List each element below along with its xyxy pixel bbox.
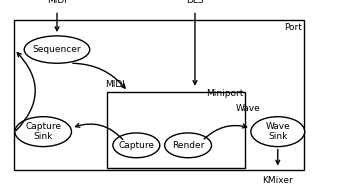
Text: Sequencer: Sequencer (33, 45, 81, 54)
Text: MIDI: MIDI (47, 0, 67, 5)
Text: KMixer: KMixer (262, 176, 293, 185)
Text: MIDI: MIDI (105, 80, 125, 89)
Text: Render: Render (172, 141, 204, 150)
Text: Wave: Wave (236, 104, 261, 113)
Text: DLS: DLS (186, 0, 204, 5)
Bar (14, 20, 304, 170)
Ellipse shape (165, 133, 212, 158)
Text: Wave
Sink: Wave Sink (265, 122, 290, 141)
Bar (107, 92, 245, 168)
Text: Port: Port (284, 23, 302, 32)
Ellipse shape (15, 117, 71, 147)
Text: Capture
Sink: Capture Sink (25, 122, 61, 141)
Ellipse shape (251, 117, 305, 147)
Text: Miniport: Miniport (206, 89, 243, 98)
Ellipse shape (113, 133, 160, 158)
Text: Capture: Capture (118, 141, 154, 150)
Ellipse shape (24, 36, 90, 63)
